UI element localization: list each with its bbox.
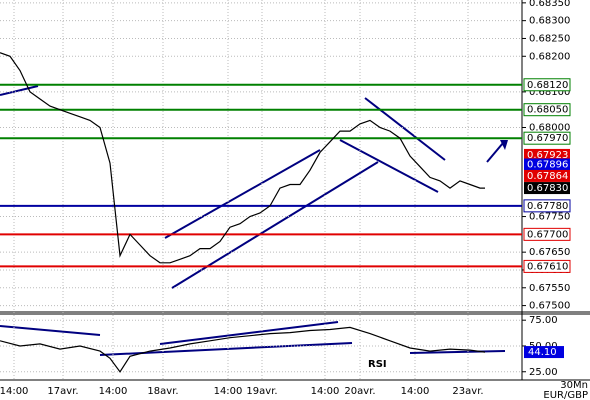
level-label: 0.68050 <box>527 105 568 116</box>
marker-label: 0.67896 <box>527 160 568 171</box>
price-line <box>0 52 485 264</box>
rsi-value-label: 44.10 <box>528 347 557 358</box>
level-label: 0.67610 <box>527 261 568 272</box>
y-tick-label: 0.67750 <box>529 212 570 223</box>
arrow-head <box>500 140 508 150</box>
y-tick-label: 25.00 <box>529 367 558 378</box>
y-tick-label: 0.67550 <box>529 283 570 294</box>
x-tick-label: 20avr. <box>344 386 375 397</box>
marker-label: 0.67830 <box>527 183 568 194</box>
price-marker <box>524 148 570 161</box>
x-tick-label: 14:00 <box>311 386 340 397</box>
y-tick-label: 0.67500 <box>529 301 570 312</box>
level-box <box>523 227 571 241</box>
level-label: 0.67700 <box>527 229 568 240</box>
price-marker <box>524 158 570 171</box>
level-label: 0.68120 <box>527 80 568 91</box>
x-tick-label: 18avr. <box>147 386 178 397</box>
level-box <box>523 78 571 92</box>
price-line <box>0 326 486 373</box>
x-tick-label: 14:00 <box>0 386 28 397</box>
y-tick-label: 0.68200 <box>529 51 570 62</box>
level-label: 0.67970 <box>527 133 568 144</box>
rsi-label: RSI <box>368 359 387 370</box>
period-label: 30Mn <box>560 380 588 391</box>
x-tick-label: 14:00 <box>214 386 243 397</box>
level-label: 0.67780 <box>527 201 568 212</box>
y-tick-label: 0.68000 <box>529 123 570 134</box>
marker-label: 0.67864 <box>527 171 568 182</box>
level-box <box>523 199 571 213</box>
level-box <box>523 131 571 145</box>
y-tick-label: 75.00 <box>529 315 558 326</box>
y-tick-label: 0.68350 <box>529 0 570 9</box>
price-marker <box>524 182 570 195</box>
y-tick-label: 0.68300 <box>529 16 570 27</box>
price-marker <box>524 169 570 182</box>
x-tick-label: 19avr. <box>246 386 277 397</box>
x-tick-label: 23avr. <box>452 386 483 397</box>
symbol-label: EUR/GBP <box>543 390 588 400</box>
x-tick-label: 17avr. <box>47 386 78 397</box>
x-tick-label: 14:00 <box>99 386 128 397</box>
marker-label: 0.67923 <box>527 150 568 161</box>
y-tick-label: 0.67650 <box>529 247 570 258</box>
y-tick-label: 0.68100 <box>529 87 570 98</box>
level-box <box>523 259 571 273</box>
y-tick-label: 0.68250 <box>529 33 570 44</box>
rsi-marker <box>524 346 564 359</box>
x-tick-label: 14:00 <box>401 386 430 397</box>
level-box <box>523 103 571 117</box>
